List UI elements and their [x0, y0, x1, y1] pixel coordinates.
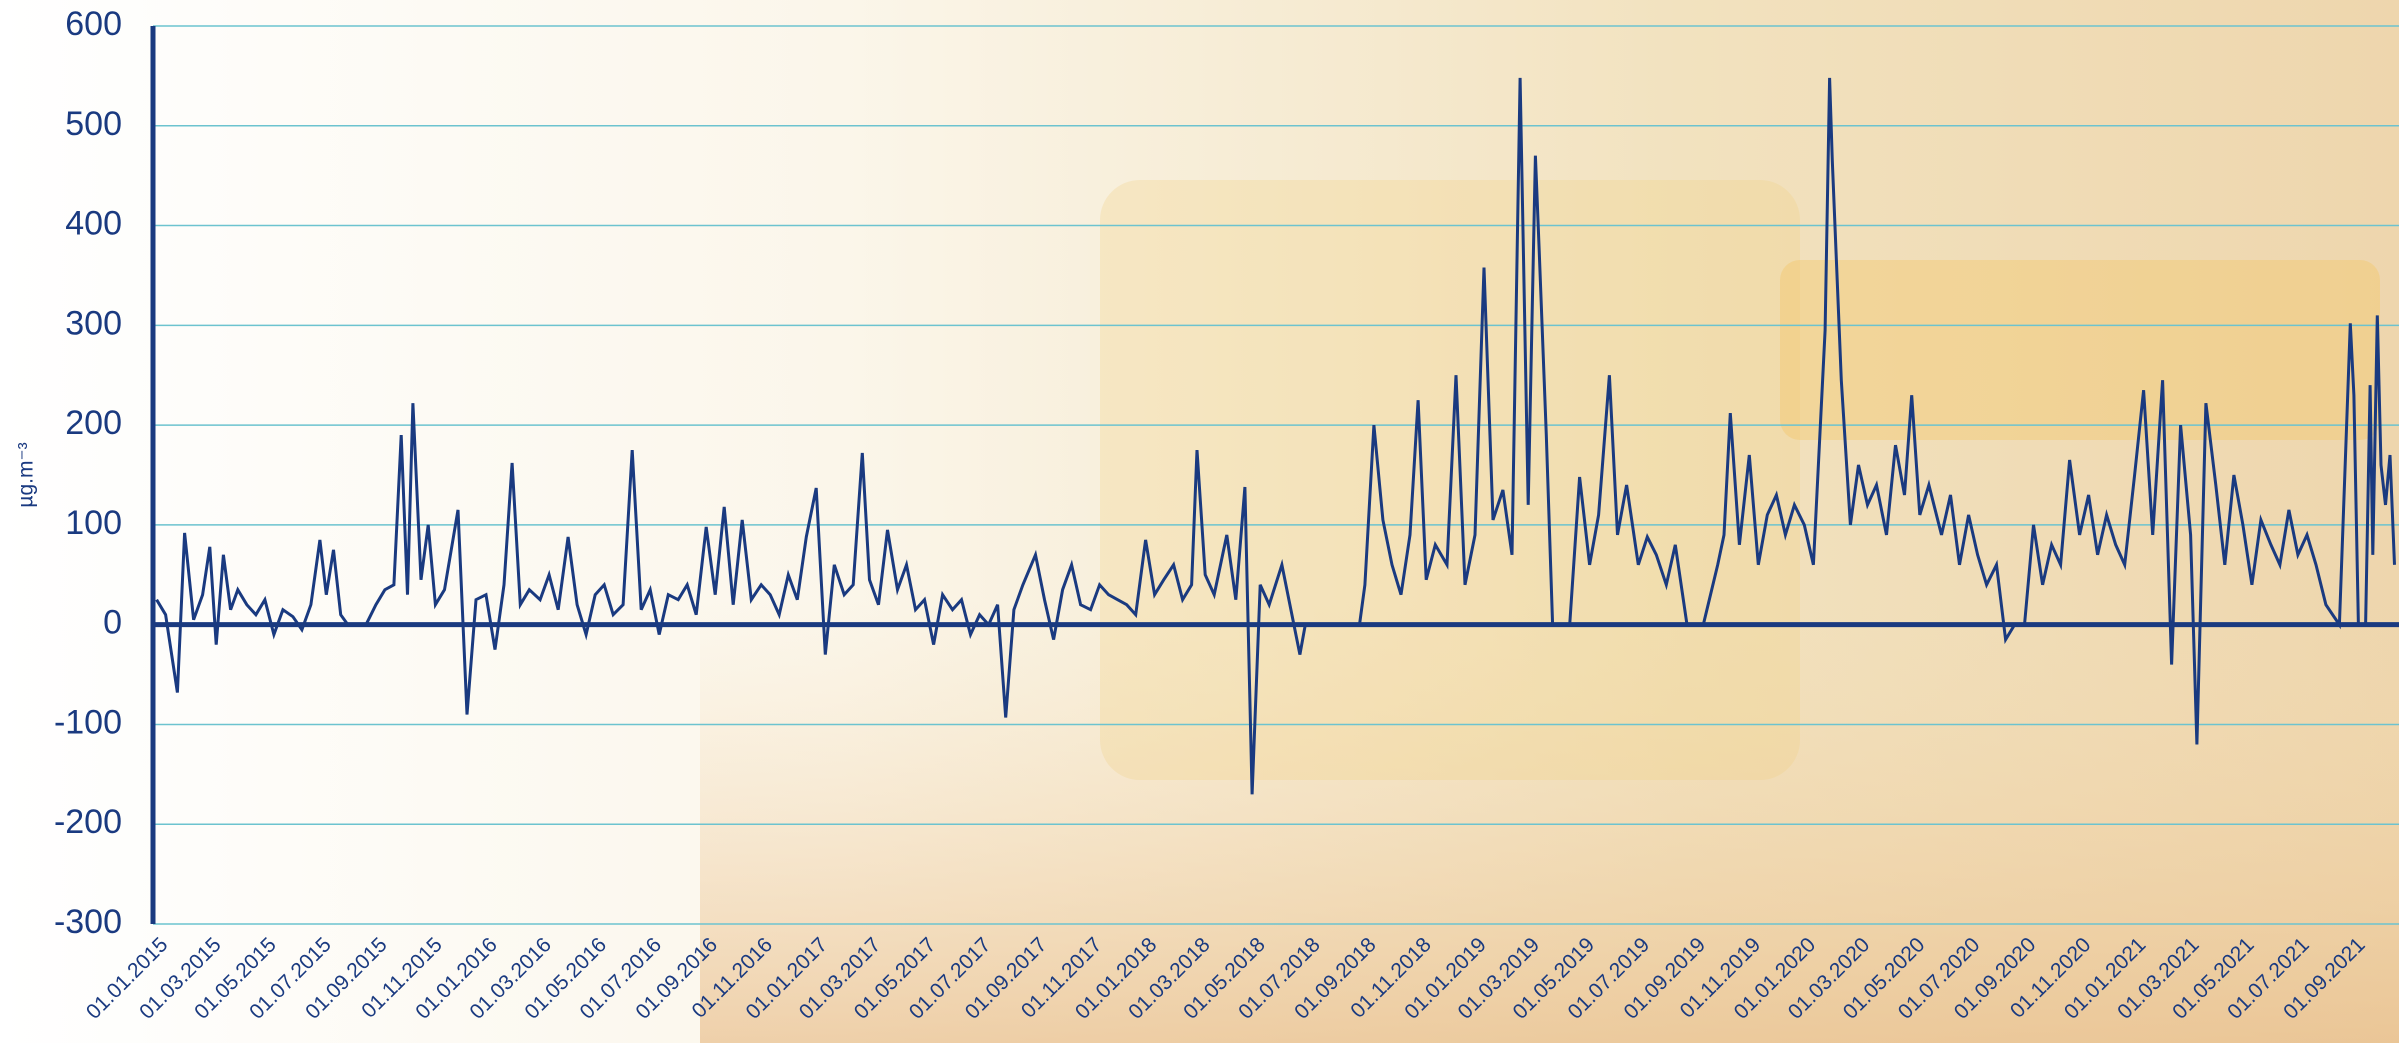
y-tick-label: -100 [54, 703, 122, 741]
series-line [155, 77, 2396, 795]
y-tick-label: -200 [54, 803, 122, 841]
y-tick-label: 400 [65, 205, 122, 243]
background-ground [700, 600, 2399, 1043]
y-tick-label: 100 [65, 504, 122, 542]
y-tick-label: 500 [65, 105, 122, 143]
y-tick-label: 300 [65, 304, 122, 342]
y-tick-label: 200 [65, 404, 122, 442]
background-excavator [1780, 260, 2380, 440]
y-tick-label: 0 [103, 604, 122, 642]
y-axis-label: µg.m⁻³ [15, 442, 38, 507]
y-tick-label: -300 [54, 903, 122, 941]
y-tick-label: 600 [65, 5, 122, 43]
